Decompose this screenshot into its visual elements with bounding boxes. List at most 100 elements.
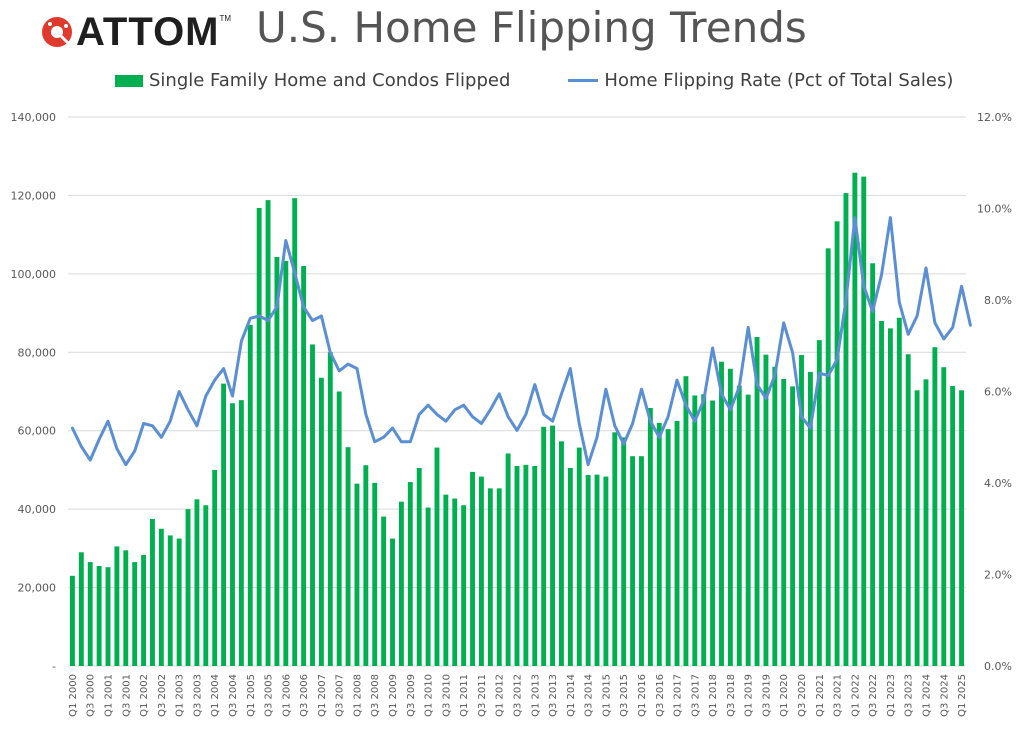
bar	[318, 377, 324, 666]
bar	[274, 256, 280, 666]
x-tick-label: Q1 2006	[281, 674, 292, 717]
x-tick-label: Q1 2013	[530, 674, 541, 717]
y-left-tick-label: 80,000	[18, 346, 57, 359]
bar	[123, 550, 129, 666]
bar	[230, 403, 235, 666]
bar	[461, 505, 467, 666]
bar	[523, 464, 529, 666]
bar	[932, 347, 938, 666]
bar	[265, 200, 271, 667]
bar	[950, 386, 956, 666]
x-tick-label: Q1 2005	[246, 674, 257, 717]
x-tick-label: Q1 2007	[317, 674, 328, 717]
bar	[639, 456, 644, 666]
x-tick-label: Q1 2010	[424, 674, 435, 717]
bar	[816, 340, 822, 666]
bar	[559, 441, 564, 666]
x-tick-label: Q3 2021	[833, 674, 844, 717]
bar	[354, 483, 360, 666]
flipping-rate-line	[70, 216, 972, 467]
x-tick-label: Q3 2020	[797, 674, 808, 717]
bar	[567, 467, 573, 666]
bar	[959, 390, 964, 666]
x-tick-label: Q1 2014	[566, 674, 577, 717]
bar	[585, 475, 591, 666]
bar	[470, 471, 475, 666]
x-tick-label: Q3 2008	[370, 674, 381, 717]
y-left-tick-label: 100,000	[11, 268, 57, 281]
bar	[532, 466, 538, 666]
chart-title: U.S. Home Flipping Trends	[256, 3, 807, 52]
legend-bar-swatch	[115, 74, 143, 87]
y-left-tick-label: 40,000	[18, 503, 57, 516]
x-tick-label: Q1 2019	[744, 674, 755, 717]
bar	[310, 344, 315, 666]
x-tick-label: Q1 2000	[68, 674, 79, 717]
x-tick-label: Q1 2009	[388, 674, 399, 717]
x-tick-label: Q1 2012	[495, 674, 506, 717]
bar	[452, 498, 458, 666]
bar	[96, 566, 102, 666]
x-tick-label: Q1 2002	[139, 674, 150, 717]
y-left-tick-label: 140,000	[11, 111, 57, 124]
bar	[114, 546, 120, 666]
bar	[514, 466, 520, 666]
bar	[398, 501, 404, 666]
x-tick-label: Q3 2011	[477, 674, 488, 717]
bar	[425, 507, 431, 666]
x-tick-label: Q1 2003	[175, 674, 186, 717]
bar	[905, 354, 911, 666]
bar	[336, 391, 342, 666]
chart-legend: Single Family Home and Condos Flipped Ho…	[115, 70, 1011, 91]
bar	[630, 456, 636, 666]
y-left-tick-label: 60,000	[18, 425, 57, 438]
bar	[701, 394, 707, 666]
legend-item-rate: Home Flipping Rate (Pct of Total Sales)	[568, 70, 953, 91]
bar	[238, 400, 244, 666]
x-tick-label: Q3 2009	[406, 674, 417, 717]
logo-text: ATTOM	[76, 10, 220, 54]
x-tick-label: Q3 2018	[726, 674, 737, 717]
y-right-tick-label: 0.0%	[984, 660, 1012, 673]
x-tick-label: Q3 2007	[335, 674, 346, 717]
bar	[914, 390, 920, 666]
x-tick-label: Q1 2018	[708, 674, 719, 717]
bar	[843, 193, 849, 666]
bar	[834, 221, 840, 666]
bar	[621, 437, 627, 666]
bar	[283, 260, 289, 666]
bar	[221, 383, 227, 666]
bar	[390, 538, 395, 666]
x-tick-label: Q3 2015	[619, 674, 630, 717]
bar	[292, 198, 298, 666]
bar	[434, 447, 440, 666]
bar	[70, 575, 75, 666]
bar	[256, 207, 262, 666]
bar	[185, 509, 191, 666]
bar	[754, 336, 760, 666]
logo-trademark: TM	[219, 14, 232, 23]
bar	[150, 518, 155, 666]
attom-logo-mark-icon	[42, 17, 72, 47]
x-tick-label: Q3 2013	[548, 674, 559, 717]
bar	[674, 420, 680, 666]
bar	[594, 474, 600, 666]
bar	[176, 538, 182, 666]
bar	[550, 425, 556, 666]
bar	[416, 467, 422, 666]
bar	[372, 482, 378, 666]
bar	[496, 488, 502, 666]
x-tick-label: Q3 2002	[157, 674, 168, 717]
bar	[923, 379, 929, 666]
x-tick-label: Q3 2012	[513, 674, 524, 717]
bar	[541, 426, 547, 666]
bar	[105, 567, 111, 666]
y-right-tick-label: 2.0%	[984, 569, 1012, 582]
bar	[87, 562, 93, 666]
bar	[879, 320, 884, 666]
x-tick-label: Q3 2001	[121, 674, 132, 717]
x-tick-label: Q3 2014	[584, 674, 595, 717]
y-right-tick-label: 12.0%	[977, 111, 1012, 124]
bar	[612, 432, 618, 666]
